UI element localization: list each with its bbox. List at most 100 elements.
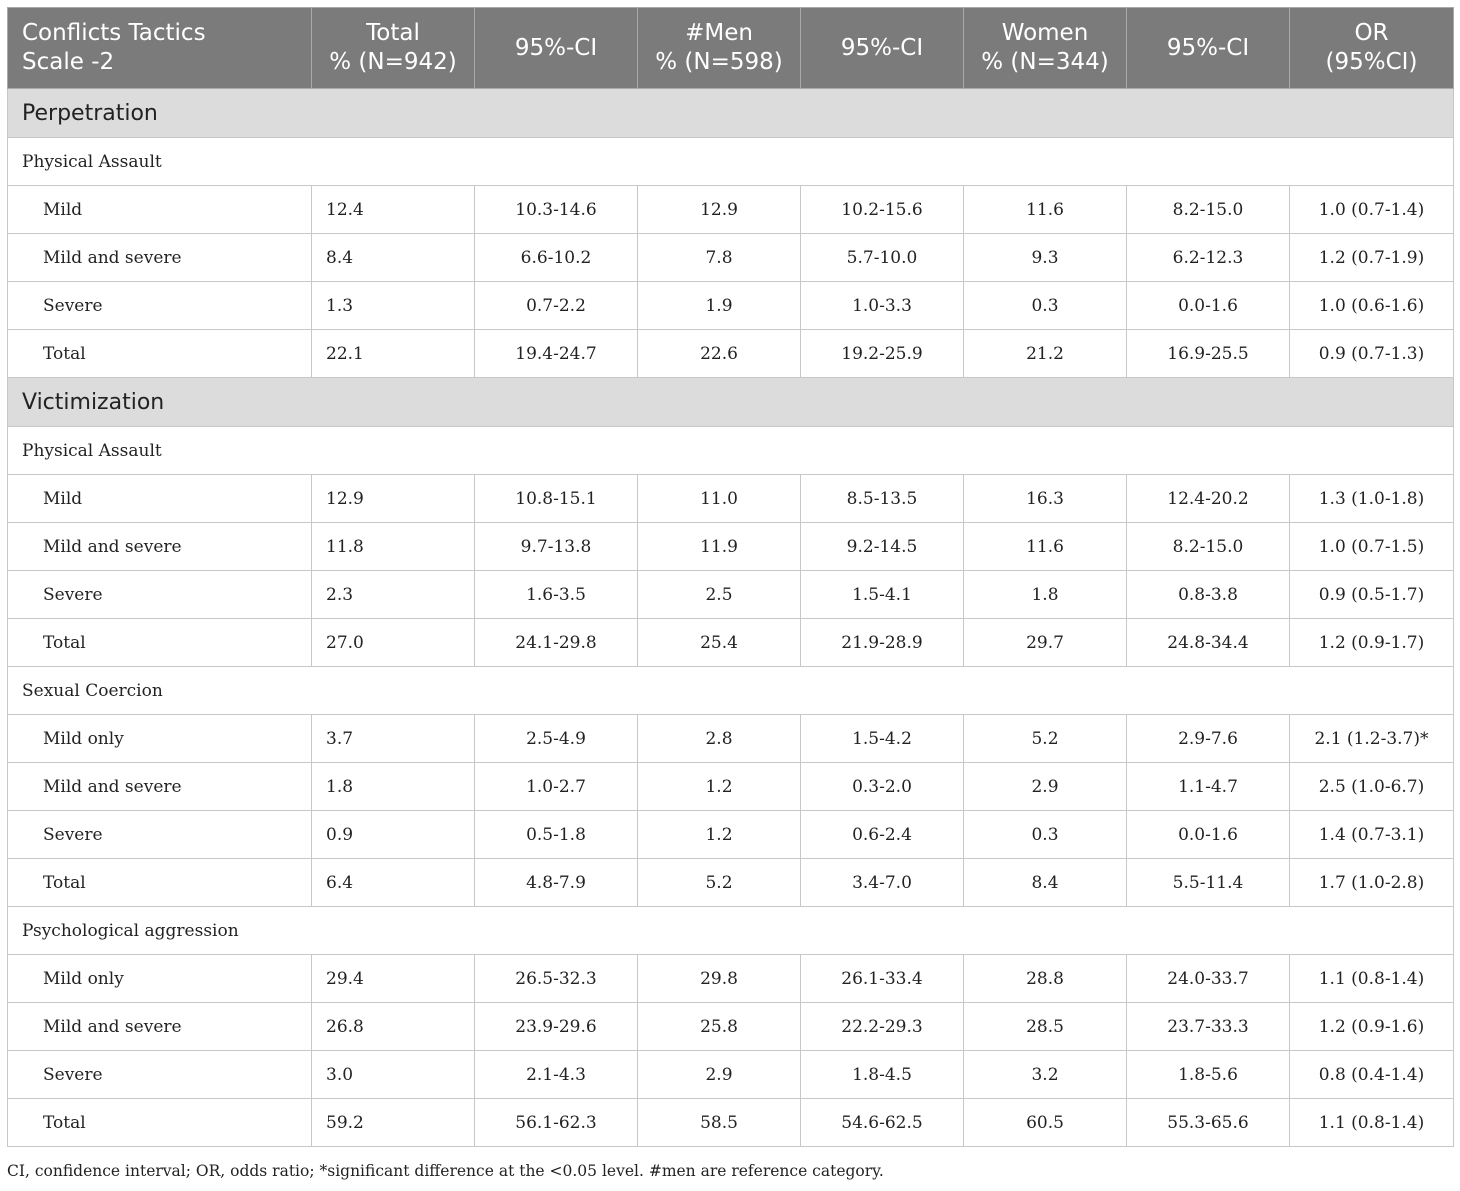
table-cell: 2.9-7.6 (1126, 714, 1290, 763)
table-cell: 1.3 (311, 281, 475, 330)
table-cell: 2.5 (1.0-6.7) (1289, 762, 1454, 811)
table-row: Total 6.4 4.8-7.9 5.2 3.4-7.0 8.4 5.5-11.4 1.7 … (7, 858, 1454, 907)
table-cell: 1.8 (311, 762, 475, 811)
table-cell: 5.5-11.4 (1126, 858, 1290, 907)
table-cell: 19.2-25.9 (800, 329, 964, 378)
table-cell: 9.3 (963, 233, 1127, 282)
table-cell: 1.5-4.1 (800, 570, 964, 619)
subsection-title: Sexual Coercion (7, 666, 1454, 715)
table-cell: 16.3 (963, 474, 1127, 523)
table-cell: 6.4 (311, 858, 475, 907)
table-footnote: CI, confidence interval; OR, odds ratio;… (7, 1162, 884, 1180)
table-cell: 24.1-29.8 (474, 618, 638, 667)
column-header: Total % (N=942) (311, 7, 475, 89)
table-cell: 21.9-28.9 (800, 618, 964, 667)
table-cell: 0.0-1.6 (1126, 810, 1290, 859)
table-row: Mild and severe 8.4 6.6-10.2 7.8 5.7-10.0 9.3… (7, 233, 1454, 282)
table-cell: 2.5 (637, 570, 801, 619)
table-cell: 8.5-13.5 (800, 474, 964, 523)
table-row: Severe 1.3 0.7-2.2 1.9 1.0-3.3 0.3 0.0-1.6 1.0 … (7, 281, 1454, 330)
table-cell: 1.1 (0.8-1.4) (1289, 954, 1454, 1003)
table-cell: 0.8 (0.4-1.4) (1289, 1050, 1454, 1099)
row-label: Total (7, 618, 312, 667)
column-header: 95%-CI (1126, 7, 1290, 89)
row-label: Mild and severe (7, 762, 312, 811)
table-cell: 1.8-4.5 (800, 1050, 964, 1099)
table-cell: 16.9-25.5 (1126, 329, 1290, 378)
table-cell: 0.3 (963, 810, 1127, 859)
table-cell: 24.8-34.4 (1126, 618, 1290, 667)
subsection-row: Physical Assault (7, 426, 1454, 475)
table-cell: 1.9 (637, 281, 801, 330)
table-cell: 5.7-10.0 (800, 233, 964, 282)
subsection-title: Psychological aggression (7, 906, 1454, 955)
section-row: Victimization (7, 377, 1454, 427)
table-cell: 1.2 (0.9-1.6) (1289, 1002, 1454, 1051)
row-label: Total (7, 858, 312, 907)
row-label: Mild and severe (7, 1002, 312, 1051)
row-label: Mild only (7, 714, 312, 763)
table-body: Perpetration Physical Assault Mild 12.4 10.3… (7, 88, 1454, 1147)
subsection-title: Physical Assault (7, 137, 1454, 186)
table-cell: 10.8-15.1 (474, 474, 638, 523)
table-cell: 1.2 (0.9-1.7) (1289, 618, 1454, 667)
table-cell: 26.1-33.4 (800, 954, 964, 1003)
column-header-line: % (N=344) (981, 49, 1109, 75)
row-label: Mild and severe (7, 233, 312, 282)
table-cell: 6.6-10.2 (474, 233, 638, 282)
table-row: Severe 0.9 0.5-1.8 1.2 0.6-2.4 0.3 0.0-1.6 1.4 … (7, 810, 1454, 859)
table-cell: 12.9 (311, 474, 475, 523)
table-cell: 3.2 (963, 1050, 1127, 1099)
table-cell: 8.4 (963, 858, 1127, 907)
column-header-line: OR (1354, 20, 1389, 46)
table-cell: 1.0 (0.7-1.4) (1289, 185, 1454, 234)
table-cell: 22.2-29.3 (800, 1002, 964, 1051)
table-cell: 26.5-32.3 (474, 954, 638, 1003)
table-cell: 12.9 (637, 185, 801, 234)
table-cell: 23.9-29.6 (474, 1002, 638, 1051)
row-label: Mild only (7, 954, 312, 1003)
table-row: Mild 12.4 10.3-14.6 12.9 10.2-15.6 11.6 8.2-15… (7, 185, 1454, 234)
table-cell: 10.2-15.6 (800, 185, 964, 234)
column-header: OR (95%CI) (1289, 7, 1454, 89)
row-label: Severe (7, 810, 312, 859)
column-header-line: Women (1001, 20, 1089, 46)
column-header-line: % (N=942) (329, 49, 457, 75)
table-cell: 56.1-62.3 (474, 1098, 638, 1147)
table-cell: 22.1 (311, 329, 475, 378)
column-header: #Men % (N=598) (637, 7, 801, 89)
table-row: Mild only 3.7 2.5-4.9 2.8 1.5-4.2 5.2 2.9-7.6 2… (7, 714, 1454, 763)
row-label: Severe (7, 1050, 312, 1099)
table-cell: 1.3 (1.0-1.8) (1289, 474, 1454, 523)
table-cell: 28.5 (963, 1002, 1127, 1051)
table-cell: 28.8 (963, 954, 1127, 1003)
row-label: Mild (7, 185, 312, 234)
table-cell: 1.2 (0.7-1.9) (1289, 233, 1454, 282)
table-cell: 3.0 (311, 1050, 475, 1099)
column-header-line: (95%CI) (1325, 49, 1418, 75)
column-header: Conflicts Tactics Scale -2 (7, 7, 312, 89)
table-cell: 1.4 (0.7-3.1) (1289, 810, 1454, 859)
table-cell: 2.9 (637, 1050, 801, 1099)
table-row: Severe 3.0 2.1-4.3 2.9 1.8-4.5 3.2 1.8-5.6 0.8 … (7, 1050, 1454, 1099)
table-cell: 24.0-33.7 (1126, 954, 1290, 1003)
table-cell: 23.7-33.3 (1126, 1002, 1290, 1051)
table-cell: 0.6-2.4 (800, 810, 964, 859)
table-cell: 19.4-24.7 (474, 329, 638, 378)
table-cell: 0.7-2.2 (474, 281, 638, 330)
table-cell: 0.9 (0.5-1.7) (1289, 570, 1454, 619)
table-cell: 0.5-1.8 (474, 810, 638, 859)
subsection-row: Sexual Coercion (7, 666, 1454, 715)
row-label: Mild (7, 474, 312, 523)
table-cell: 1.6-3.5 (474, 570, 638, 619)
table-row: Total 59.2 56.1-62.3 58.5 54.6-62.5 60.5 55.3-… (7, 1098, 1454, 1147)
column-header-line: #Men (685, 20, 753, 46)
table-row: Severe 2.3 1.6-3.5 2.5 1.5-4.1 1.8 0.8-3.8 0.9 … (7, 570, 1454, 619)
table-row: Mild and severe 11.8 9.7-13.8 11.9 9.2-14.5 1… (7, 522, 1454, 571)
row-label: Total (7, 329, 312, 378)
table-cell: 1.0 (0.7-1.5) (1289, 522, 1454, 571)
column-header-line: 95%-CI (840, 34, 924, 61)
table-cell: 29.7 (963, 618, 1127, 667)
column-header: Women % (N=344) (963, 7, 1127, 89)
table-cell: 1.7 (1.0-2.8) (1289, 858, 1454, 907)
